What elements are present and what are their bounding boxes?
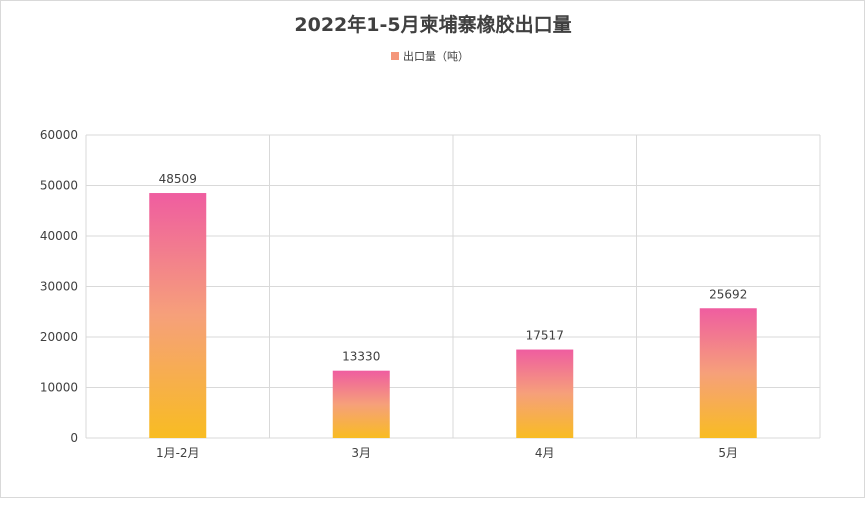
- legend: 出口量（吨）: [391, 49, 469, 63]
- bar: [516, 349, 574, 438]
- x-tick-label: 4月: [535, 446, 555, 460]
- x-tick-label: 1月-2月: [156, 446, 200, 460]
- data-label: 17517: [526, 329, 564, 343]
- bars: [149, 193, 757, 438]
- legend-label: 出口量（吨）: [403, 49, 469, 63]
- data-label: 48509: [159, 172, 197, 186]
- chart-title: 2022年1-5月柬埔寨橡胶出口量: [294, 13, 571, 36]
- grid: [85, 134, 821, 439]
- chart-frame: 2022年1-5月柬埔寨橡胶出口量 出口量（吨） 0 10000 20000 3000…: [0, 0, 865, 498]
- bar: [149, 193, 207, 438]
- x-tick-label: 3月: [351, 446, 371, 460]
- y-tick-label: 30000: [40, 280, 78, 294]
- data-label: 13330: [342, 350, 380, 364]
- y-tick-label: 60000: [40, 128, 78, 142]
- y-tick-label: 20000: [40, 330, 78, 344]
- y-tick-label: 50000: [40, 179, 78, 193]
- x-tick-label: 5月: [718, 446, 738, 460]
- x-axis-labels: 1月-2月 3月 4月 5月: [156, 446, 738, 460]
- data-labels: 48509 13330 17517 25692: [159, 172, 748, 364]
- y-tick-label: 10000: [40, 381, 78, 395]
- bar: [699, 308, 757, 438]
- y-tick-label: 0: [70, 431, 78, 445]
- y-axis-labels: 0 10000 20000 30000 40000 50000 60000: [40, 128, 78, 445]
- legend-swatch: [391, 52, 399, 60]
- data-label: 25692: [709, 287, 747, 301]
- bar: [332, 370, 390, 438]
- y-tick-label: 40000: [40, 229, 78, 243]
